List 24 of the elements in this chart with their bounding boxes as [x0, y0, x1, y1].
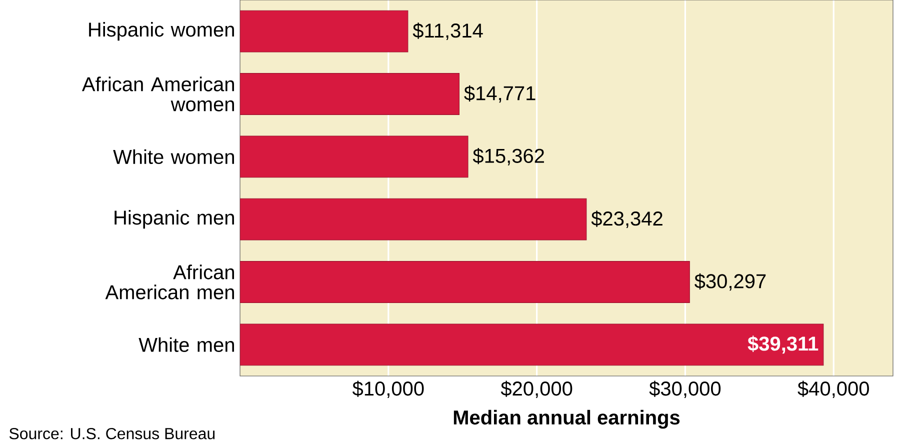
y-tick-label: African American women: [82, 76, 234, 112]
data-label: $39,311: [748, 336, 818, 354]
x-axis-title: Median annual earnings: [454, 410, 680, 429]
bar: [240, 324, 824, 366]
y-tick-label: Hispanic men: [114, 210, 234, 229]
bar: [240, 73, 460, 115]
data-label: $15,362: [472, 148, 544, 166]
bar: [240, 198, 587, 240]
x-tick-label: $10,000: [352, 380, 424, 398]
y-tick-label: African American men: [105, 264, 234, 300]
x-tick-label: $40,000: [798, 380, 869, 398]
bar: [240, 10, 408, 52]
source-note: Source: U.S. Census Bureau: [9, 428, 215, 440]
data-label: $14,771: [464, 85, 536, 103]
bar: [240, 136, 468, 178]
y-tick-label: White women: [113, 149, 234, 164]
y-tick-label: White men: [138, 337, 234, 352]
data-label: $11,314: [412, 22, 483, 40]
x-tick-label: $20,000: [500, 380, 572, 398]
y-tick-label: Hispanic women: [89, 22, 234, 41]
data-label: $30,297: [694, 273, 766, 291]
x-tick-label: $30,000: [649, 380, 721, 398]
data-label: $23,342: [591, 210, 662, 228]
bar: [240, 261, 690, 303]
